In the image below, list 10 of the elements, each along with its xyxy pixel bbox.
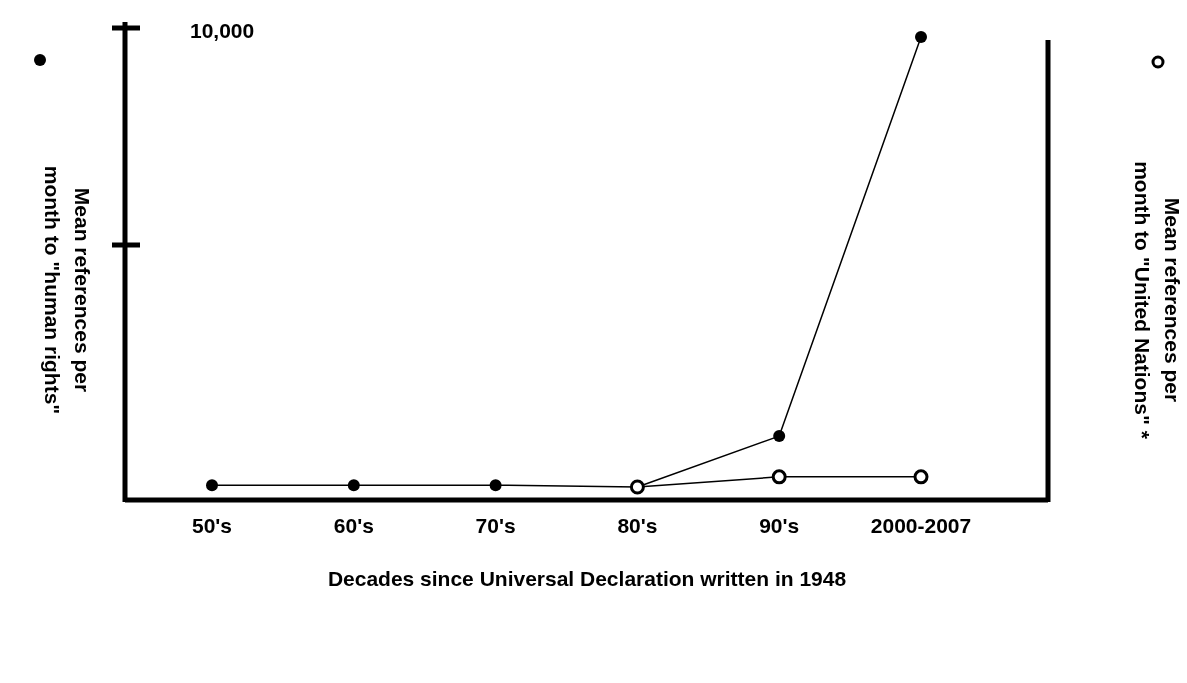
- y-axis-title: Mean references per month to "human rights": [41, 165, 94, 415]
- x-tick-label: 70's: [475, 514, 516, 537]
- x-axis-title: Decades since Universal Declaration written in 1948: [327, 567, 847, 590]
- x-tick-label: 50's: [191, 514, 233, 537]
- x-tick-label: 2000-2007: [870, 514, 972, 537]
- x-tick-label: 90's: [759, 514, 800, 537]
- x-tick-label: 80's: [617, 514, 658, 537]
- annotation: 10,000: [190, 19, 255, 42]
- x-tick-label: 60's: [333, 514, 374, 537]
- y2-axis-title: Mean references per month to "United Nations" *: [1131, 161, 1184, 440]
